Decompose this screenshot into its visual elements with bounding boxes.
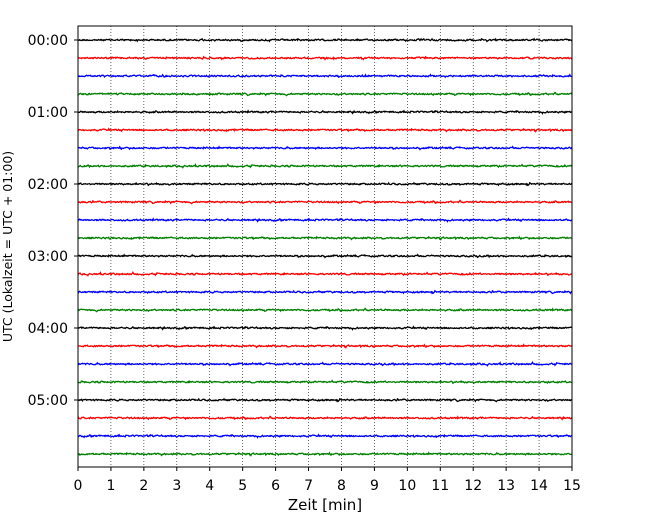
- x-tick-label: 14: [530, 478, 548, 494]
- trace-0130: [77, 145, 573, 151]
- x-tick-label: 2: [139, 478, 148, 494]
- y-tick-label: 00:00: [28, 33, 68, 49]
- y-tick-label: 03:00: [28, 249, 68, 265]
- x-tick-label: 10: [398, 478, 416, 494]
- x-tick-label: 15: [563, 478, 581, 494]
- trace-0415: [77, 343, 573, 349]
- x-tick-label: 1: [106, 478, 115, 494]
- trace-0215: [77, 199, 573, 205]
- x-tick-label: 6: [271, 478, 280, 494]
- trace-0115: [77, 127, 573, 133]
- trace-0345: [77, 307, 573, 313]
- y-tick-label: 02:00: [28, 177, 68, 193]
- y-tick-label: 04:00: [28, 321, 68, 337]
- trace-0015: [77, 55, 573, 61]
- trace-0445: [77, 379, 573, 385]
- trace-0430: [77, 361, 573, 367]
- trace-0330: [77, 289, 573, 295]
- y-axis-label: UTC (Lokalzeit = UTC + 01:00): [0, 151, 15, 342]
- trace-0245: [77, 235, 573, 241]
- trace-0145: [77, 163, 573, 169]
- x-tick-label: 8: [337, 478, 346, 494]
- trace-0530: [77, 433, 573, 439]
- x-tick-label: 4: [205, 478, 214, 494]
- trace-0100: [77, 109, 573, 115]
- y-tick-label: 05:00: [28, 393, 68, 409]
- x-axis-label: Zeit [min]: [288, 496, 362, 514]
- trace-0545: [77, 451, 573, 457]
- x-axis-ticks: 0 1 2 3 4 5 6 7 8 9 10 11 12 13 14 15: [74, 467, 581, 494]
- trace-0230: [77, 217, 573, 223]
- x-tick-label: 9: [370, 478, 379, 494]
- trace-0515: [77, 415, 573, 421]
- x-tick-label: 11: [431, 478, 449, 494]
- trace-0315: [77, 271, 573, 277]
- x-tick-label: 3: [172, 478, 181, 494]
- trace-0300: [77, 253, 573, 259]
- trace-0030: [77, 73, 573, 79]
- trace-0200: [77, 181, 573, 187]
- trace-0500: [77, 397, 573, 403]
- x-tick-label: 13: [497, 478, 515, 494]
- seismic-traces: [77, 37, 573, 457]
- trace-0000: [77, 37, 573, 43]
- x-tick-label: 0: [74, 478, 83, 494]
- x-tick-label: 12: [464, 478, 482, 494]
- x-tick-label: 7: [304, 478, 313, 494]
- y-axis-ticks: 00:00 01:00 02:00 03:00 04:00 05:00: [28, 33, 78, 409]
- trace-0045: [77, 91, 573, 97]
- trace-0400: [77, 325, 573, 331]
- x-tick-label: 5: [238, 478, 247, 494]
- y-tick-label: 01:00: [28, 105, 68, 121]
- plot-frame: [77, 25, 573, 468]
